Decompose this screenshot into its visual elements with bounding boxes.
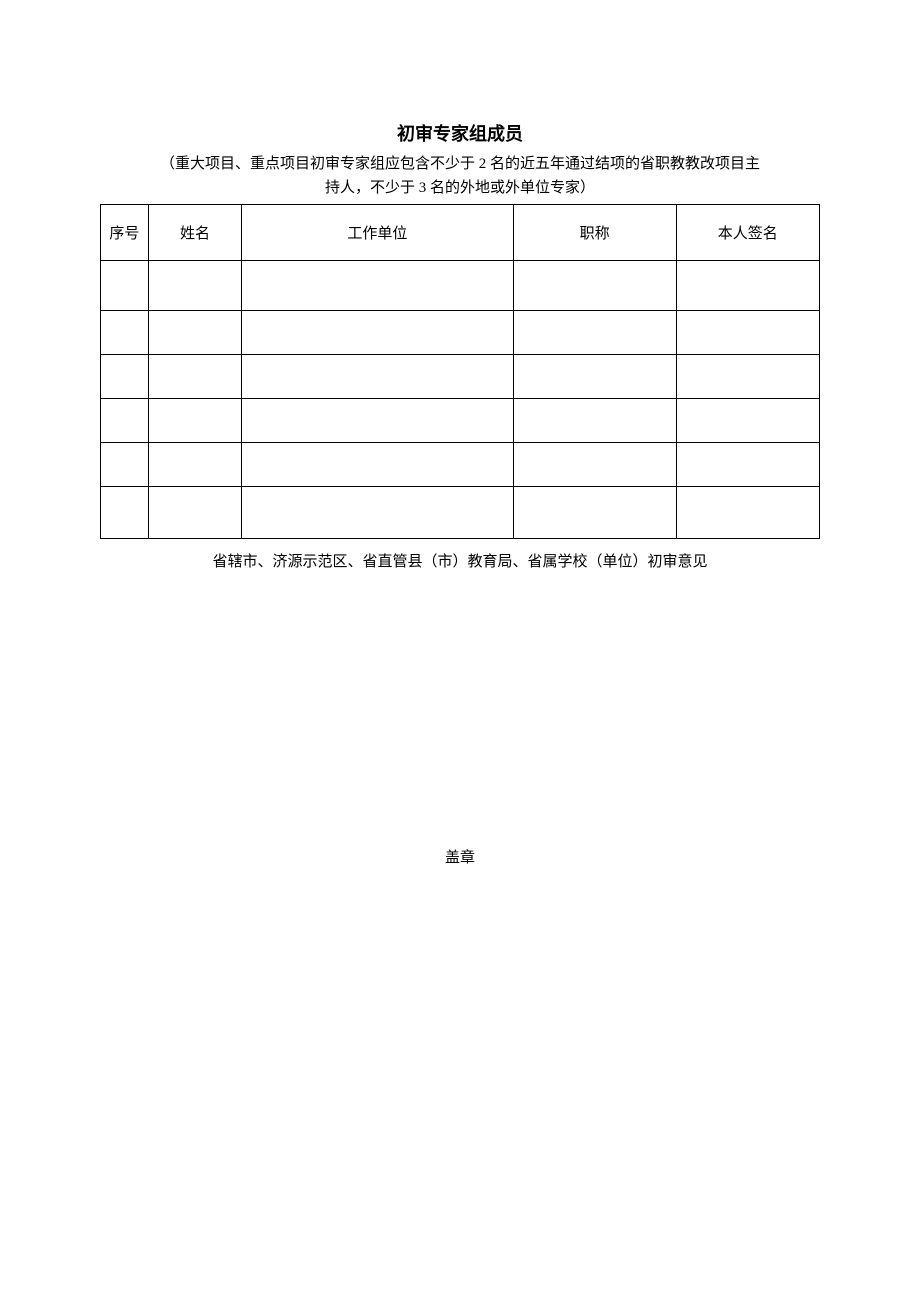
cell-index (101, 355, 149, 399)
section-title: 初审专家组成员 (100, 120, 820, 146)
cell-unit (242, 261, 514, 311)
table-row (101, 261, 820, 311)
cell-index (101, 443, 149, 487)
cell-sign (676, 443, 819, 487)
col-header-name: 姓名 (148, 205, 241, 261)
cell-unit (242, 311, 514, 355)
col-header-title: 职称 (513, 205, 676, 261)
cell-title (513, 311, 676, 355)
table-row (101, 311, 820, 355)
cell-name (148, 487, 241, 539)
cell-name (148, 443, 241, 487)
cell-unit (242, 443, 514, 487)
table-row (101, 443, 820, 487)
cell-index (101, 399, 149, 443)
page-container: 初审专家组成员 （重大项目、重点项目初审专家组应包含不少于 2 名的近五年通过结… (0, 0, 920, 867)
cell-sign (676, 487, 819, 539)
table-row (101, 487, 820, 539)
table-header-row: 序号 姓名 工作单位 职称 本人签名 (101, 205, 820, 261)
cell-unit (242, 355, 514, 399)
opinion-section-header: 省辖市、济源示范区、省直管县（市）教育局、省属学校（单位）初审意见 (100, 549, 820, 576)
cell-index (101, 261, 149, 311)
expert-table: 序号 姓名 工作单位 职称 本人签名 (100, 204, 820, 539)
stamp-label: 盖章 (100, 846, 820, 867)
col-header-index: 序号 (101, 205, 149, 261)
cell-title (513, 487, 676, 539)
subtitle-line-2: 持人，不少于 3 名的外地或外单位专家） (100, 176, 820, 200)
cell-title (513, 355, 676, 399)
cell-sign (676, 355, 819, 399)
cell-sign (676, 261, 819, 311)
cell-name (148, 355, 241, 399)
cell-unit (242, 399, 514, 443)
cell-index (101, 487, 149, 539)
cell-name (148, 311, 241, 355)
cell-unit (242, 487, 514, 539)
table-row (101, 399, 820, 443)
table-row (101, 355, 820, 399)
col-header-unit: 工作单位 (242, 205, 514, 261)
cell-name (148, 261, 241, 311)
cell-title (513, 443, 676, 487)
col-header-sign: 本人签名 (676, 205, 819, 261)
cell-index (101, 311, 149, 355)
cell-title (513, 399, 676, 443)
subtitle-line-1: （重大项目、重点项目初审专家组应包含不少于 2 名的近五年通过结项的省职教教改项… (100, 152, 820, 176)
cell-name (148, 399, 241, 443)
cell-title (513, 261, 676, 311)
cell-sign (676, 399, 819, 443)
cell-sign (676, 311, 819, 355)
